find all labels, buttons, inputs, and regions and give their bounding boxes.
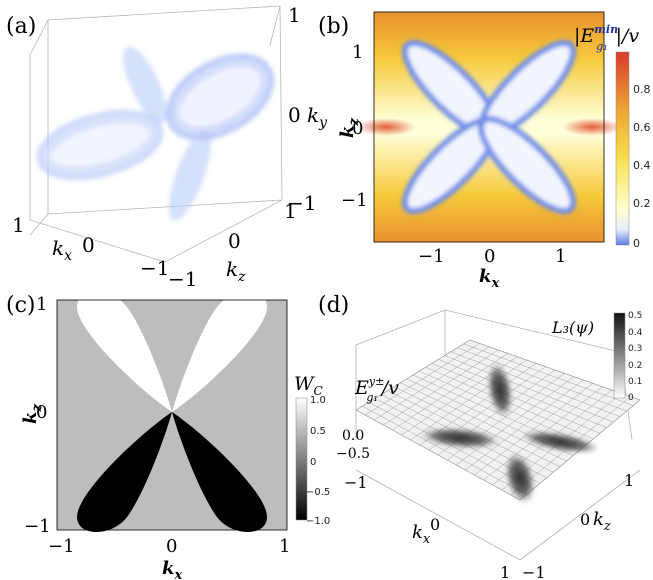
panel-b-x-tick-1: 1 [555, 246, 566, 267]
panel-c-y-tick-0: 0 [36, 402, 47, 423]
panel-a-label: (a) [6, 14, 36, 39]
panel-a-ky-tick-0: 0 [288, 103, 301, 127]
panel-d-blob-right [520, 430, 600, 454]
panel-c-colorbar-bar [295, 397, 308, 521]
panel-b-red-band-left [356, 118, 416, 136]
panel-d-mesh-line [469, 339, 641, 401]
panel-c-y-tick-1: 1 [36, 294, 47, 315]
panel-c-cbar-tick-0.5: 0.5 [310, 426, 326, 437]
panel-c-colorbar-title: WC [294, 373, 323, 398]
panel-c-label: (c) [6, 293, 36, 318]
panel-b-colorbar-bar [615, 51, 630, 246]
panel-b-cbar-tick-0.6: 0.6 [633, 121, 651, 134]
panel-d-blob-left [420, 427, 500, 449]
panel-b-cbar-tick-0.4: 0.4 [633, 159, 651, 172]
panel-d-kx-label: kx [412, 522, 431, 547]
panel-c-petal-upper-left [77, 292, 172, 412]
panel-a-kx-tick-neg1: −1 [140, 256, 169, 280]
panel-c-cbar-tick-1.0: 1.0 [310, 395, 326, 406]
panel-a-kx-label: kx [52, 236, 72, 264]
panel-b-x-tick-0: 0 [484, 246, 495, 267]
panel-c-frame [56, 299, 288, 531]
panel-b-colorbar: |Emin g₁ |/v 0.8 0.6 0.4 0.2 0 [574, 23, 651, 250]
panel-a-ky-label: ky [307, 103, 328, 131]
panel-a-kz-tick-1: 1 [284, 199, 297, 223]
panel-d-kz-tick-neg1: −1 [522, 563, 546, 580]
panel-d-label: (d) [318, 293, 349, 318]
panel-d-kx-tick-1: 1 [500, 563, 510, 580]
panel-d-surface [355, 339, 641, 504]
panel-d-z-tick-neg0.5: −0.5 [336, 446, 370, 462]
panel-d-blob-bottom [504, 452, 536, 504]
panel-a-isosurface [36, 46, 275, 221]
panel-c-x-tick-0: 0 [166, 536, 177, 557]
panel-d-zlabel: Ey± g₁/v [354, 375, 399, 404]
panel-a-kz-tick-0: 0 [228, 229, 241, 253]
panel-b-cbar-tick-0: 0 [633, 237, 640, 250]
panel-d-cbar-tick-0.3: 0.3 [628, 344, 642, 354]
panel-b-ylabel: kz [337, 118, 362, 138]
panel-c-ylabel: kz [20, 404, 45, 424]
panel-d-mesh-line [463, 343, 634, 406]
panel-d-cbar-tick-0.2: 0.2 [628, 361, 642, 371]
panel-a-ky-tick-neg1: −1 [287, 191, 316, 215]
panel-b-y-tick-0: 0 [352, 118, 363, 139]
panel-b-colorbar-title: |Emin g₁ |/v [574, 23, 639, 53]
panel-d-kz-tick-0: 0 [580, 510, 590, 529]
panel-d-colorbar-bar [613, 312, 626, 399]
panel-c-petal-lower-left [77, 412, 172, 532]
panel-c-plot [56, 292, 288, 532]
panel-b-xlabel: kx [479, 266, 499, 291]
panel-d-cbar-tick-0.1: 0.1 [628, 377, 642, 387]
panel-b: (b) −1 0 1 1 0 −1 [318, 11, 651, 291]
panel-b-frame [373, 11, 605, 243]
panel-d-cbar-tick-0.5: 0.5 [628, 311, 642, 321]
panel-c-petal-upper-right [172, 292, 267, 412]
panel-d-cbar-tick-0.4: 0.4 [628, 328, 643, 338]
panel-b-plot [356, 11, 622, 243]
panel-a: (a) 1 0 −1 ky 1 0 −1 kx −1 [6, 3, 328, 291]
panel-a-kx-tick-0: 0 [82, 233, 95, 257]
panel-a-kz-tick-neg1: −1 [168, 267, 197, 291]
panel-c: (c) −1 0 1 1 0 −1 kx kz WC [6, 292, 330, 580]
panel-a-ky-tick-1: 1 [288, 3, 301, 27]
panel-d-blob-top [487, 362, 513, 418]
panel-c-colorbar: WC 1.0 0.5 0 −0.5 −1.0 [294, 373, 330, 527]
panel-d-kz-tick-1: 1 [624, 471, 634, 490]
panel-d-kx-tick-0: 0 [430, 515, 440, 534]
panel-d-kz-label: kz [593, 509, 611, 534]
panel-c-x-tick-1: 1 [279, 536, 290, 557]
panel-d-cbar-tick-0: 0 [628, 393, 634, 403]
panel-a-kz-label: kz [226, 257, 246, 285]
panel-b-y-tick-1: 1 [352, 42, 363, 63]
panel-b-cbar-tick-0.8: 0.8 [633, 83, 651, 96]
panel-d-kx-tick-neg1: −1 [344, 473, 368, 492]
panel-b-petals [401, 39, 577, 215]
panel-d-colorbar-title: L₃(ψ) [551, 318, 594, 337]
panel-a-kx-tick-1: 1 [12, 213, 25, 237]
panel-c-x-tick-neg1: −1 [48, 536, 75, 557]
panel-d-z-tick-0.0: 0.0 [342, 428, 364, 444]
panel-c-xlabel: kx [162, 558, 182, 580]
panel-d-colorbar: L₃(ψ) 0.5 0.4 0.3 0.2 0.1 0 [551, 311, 643, 403]
panel-b-x-tick-neg1: −1 [418, 246, 445, 267]
panel-d-mesh-line [457, 347, 627, 412]
panel-b-label: (b) [318, 14, 349, 39]
panel-c-cbar-tick-neg1.0: −1.0 [306, 516, 330, 527]
panel-c-cbar-tick-0: 0 [310, 457, 316, 468]
panel-c-cbar-tick-neg0.5: −0.5 [306, 487, 330, 498]
panel-b-y-tick-neg1: −1 [341, 190, 368, 211]
panel-d: (d) Ey± g₁/v 0.0 −0.5 −1 [318, 293, 643, 580]
panel-c-y-tick-neg1: −1 [24, 516, 51, 537]
panel-c-petal-lower-right [172, 412, 267, 532]
panel-b-red-band-right [562, 118, 622, 136]
panel-b-cbar-tick-0.2: 0.2 [633, 197, 651, 210]
